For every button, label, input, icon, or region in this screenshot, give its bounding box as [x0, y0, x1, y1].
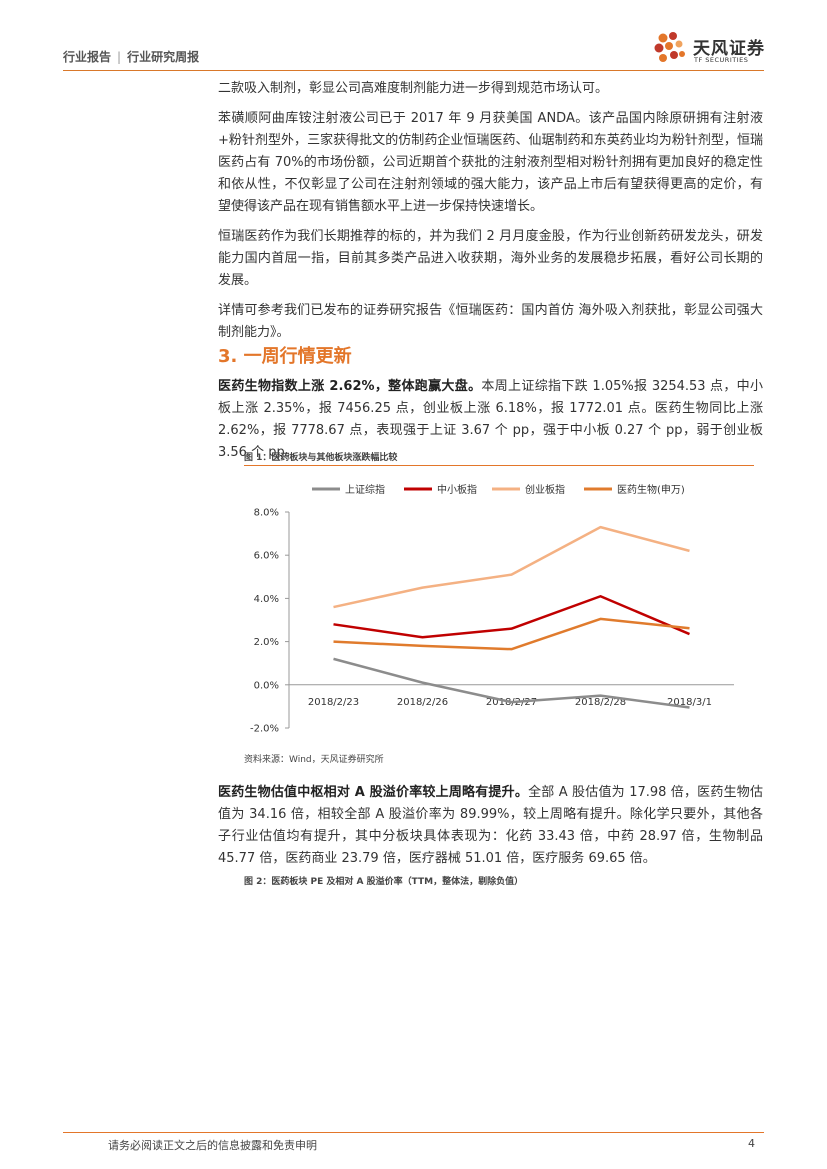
series-line	[333, 525, 690, 609]
legend-label: 医药生物(申万)	[617, 483, 685, 496]
x-tick-label: 2018/2/28	[575, 697, 626, 708]
x-tick-label: 2018/2/23	[308, 697, 359, 708]
chart-legend: 上证综指 中小板指 创业板指 医药生物(申万)	[312, 483, 685, 496]
report-header: 行业报告 | 行业研究周报	[63, 48, 199, 65]
header-divider	[63, 70, 764, 71]
paragraph-3: 恒瑞医药作为我们长期推荐的标的，并为我们 2 月月度金股，作为行业创新药研发龙头…	[218, 229, 763, 288]
y-tick-label: 0.0%	[254, 680, 279, 691]
y-tick-label: -2.0%	[250, 724, 279, 735]
footer-disclaimer: 请务必阅读正文之后的信息披露和免责申明	[108, 1139, 317, 1152]
chart-y-axis: 8.0% 6.0% 4.0% 2.0% 0.0% -2.0%	[250, 508, 290, 735]
figure1-title: 图 1：医药板块与其他板块涨跌幅比较	[244, 453, 398, 463]
x-tick-label: 2018/3/1	[667, 697, 712, 708]
logo-cn-text: 天风证券	[693, 39, 765, 59]
valuation-body: 全部 A 股估值为 17.98 倍，医药生物估值为 34.16 倍，相较全部 A…	[218, 785, 763, 866]
figure1-divider	[244, 465, 754, 466]
header-separator: |	[117, 50, 122, 64]
page-number: 4	[748, 1137, 755, 1150]
legend-label: 上证综指	[345, 483, 385, 496]
body-text: 二款吸入制剂，彰显公司高难度制剂能力进一步得到规范市场认可。 苯磺顺阿曲库铵注射…	[218, 78, 763, 352]
figure1-source: 资料来源：Wind，天风证券研究所	[244, 755, 384, 765]
y-tick-label: 2.0%	[254, 637, 279, 648]
tf-securities-logo: 天风证券 TF SECURITIES	[651, 30, 771, 70]
legend-label: 中小板指	[437, 483, 477, 496]
logo-en-text: TF SECURITIES	[694, 56, 749, 64]
series-line	[333, 657, 690, 709]
y-tick-label: 6.0%	[254, 551, 279, 562]
header-category: 行业报告	[63, 50, 112, 64]
market-paragraph: 医药生物指数上涨 2.62%，整体跑赢大盘。本周上证综指下跌 1.05%报 32…	[218, 376, 763, 464]
footer-divider	[63, 1132, 764, 1133]
legend-label: 创业板指	[525, 483, 565, 496]
figure2-title: 图 2：医药板块 PE 及相对 A 股溢价率（TTM，整体法，剔除负值）	[244, 877, 524, 887]
x-tick-label: 2018/2/26	[397, 697, 448, 708]
section-title: 3. 一周行情更新	[218, 346, 352, 367]
series-line	[333, 594, 690, 639]
valuation-paragraph: 医药生物估值中枢相对 A 股溢价率较上周略有提升。全部 A 股估值为 17.98…	[218, 782, 763, 870]
market-lead: 医药生物指数上涨 2.62%，整体跑赢大盘。	[218, 379, 482, 394]
chart-series	[333, 525, 690, 709]
series-line	[333, 617, 690, 651]
paragraph-2: 苯磺顺阿曲库铵注射液公司已于 2017 年 9 月获美国 ANDA。该产品国内除…	[218, 111, 763, 214]
y-tick-label: 8.0%	[254, 508, 279, 519]
paragraph-1: 二款吸入制剂，彰显公司高难度制剂能力进一步得到规范市场认可。	[218, 81, 609, 96]
y-tick-label: 4.0%	[254, 594, 279, 605]
paragraph-4: 详情可参考我们已发布的证券研究报告《恒瑞医药：国内首仿 海外吸入剂获批，彰显公司…	[218, 303, 763, 340]
header-subcategory: 行业研究周报	[127, 50, 200, 64]
line-chart: 上证综指 中小板指 创业板指 医药生物(申万) 8.0% 6.0% 4.0% 2.0% 0.0…	[250, 483, 734, 735]
market-body: 本周上证综指下跌 1.05%报 3254.53 点，中小板上涨 2.35%，报 …	[218, 379, 763, 460]
valuation-lead: 医药生物估值中枢相对 A 股溢价率较上周略有提升。	[218, 785, 529, 800]
logo-flower-icon	[654, 32, 685, 62]
